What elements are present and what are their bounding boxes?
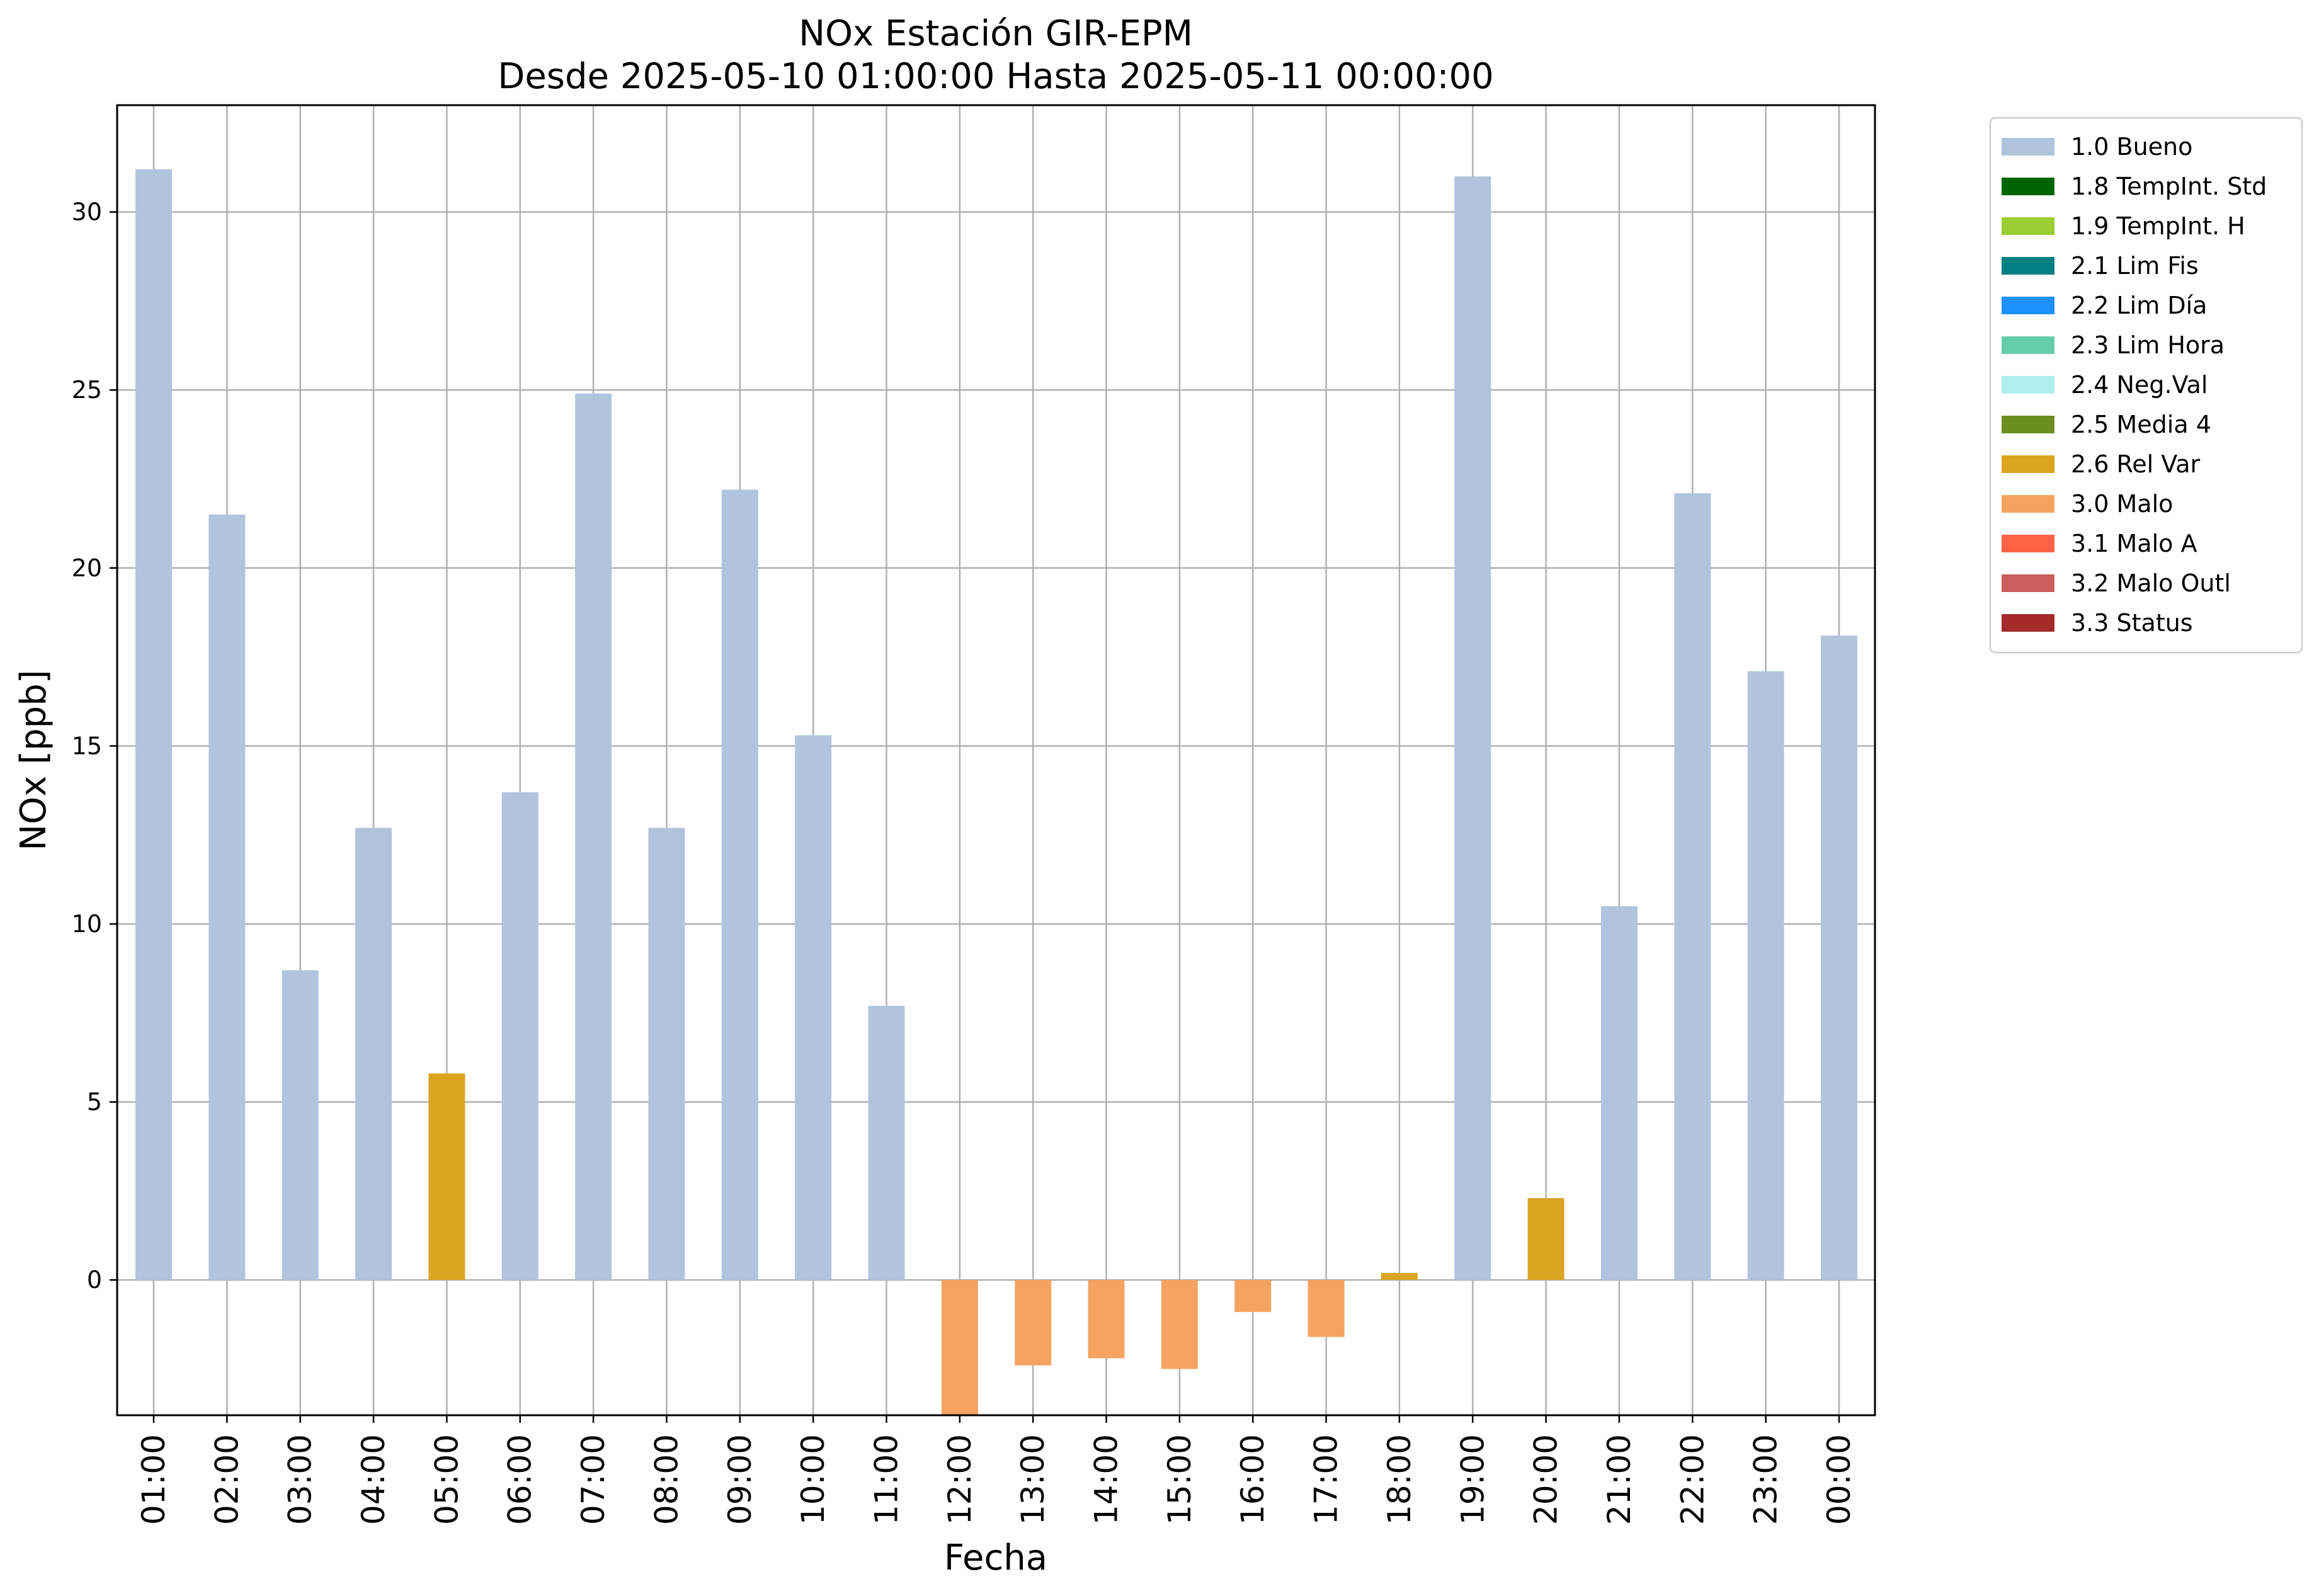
y-tick-label: 15 — [72, 732, 102, 760]
x-tick-label: 06:00 — [502, 1434, 538, 1525]
legend-entry: 1.9 TempInt. H — [2071, 212, 2245, 240]
legend-swatch — [2002, 535, 2054, 552]
legend-swatch — [2002, 416, 2054, 433]
bar-0200 — [208, 515, 246, 1280]
legend-swatch — [2002, 138, 2054, 156]
legend-entry: 2.3 Lim Hora — [2071, 331, 2225, 359]
legend-swatch — [2002, 336, 2054, 354]
x-tick-label: 00:00 — [1821, 1434, 1857, 1525]
x-tick-label: 16:00 — [1234, 1434, 1271, 1525]
legend-entry: 2.4 Neg.Val — [2071, 371, 2208, 399]
legend-swatch — [2002, 217, 2054, 235]
legend-entry: 2.1 Lim Fis — [2071, 252, 2199, 280]
bar-1200 — [941, 1280, 978, 1415]
x-tick-label: 17:00 — [1308, 1434, 1345, 1525]
legend-entry: 1.0 Bueno — [2071, 133, 2192, 161]
bar-2300 — [1747, 671, 1784, 1280]
plot-frame — [116, 104, 1876, 1416]
bar-0100 — [135, 169, 172, 1280]
bar-1100 — [868, 1006, 905, 1280]
legend-entry: 2.6 Rel Var — [2071, 450, 2201, 478]
y-tick-label: 20 — [72, 554, 102, 582]
bar-0700 — [575, 393, 612, 1280]
x-tick-label: 12:00 — [942, 1434, 978, 1525]
y-tick-label: 25 — [72, 376, 102, 404]
x-tick-label: 10:00 — [795, 1434, 831, 1525]
x-tick-label: 20:00 — [1528, 1434, 1564, 1525]
legend-entry: 3.2 Malo Outl — [2071, 569, 2231, 597]
x-tick-label: 01:00 — [135, 1434, 172, 1525]
bar-0400 — [355, 828, 392, 1280]
x-tick-label: 03:00 — [282, 1434, 319, 1525]
bar-0600 — [501, 792, 538, 1280]
bar-1500 — [1161, 1280, 1198, 1369]
legend-swatch — [2002, 495, 2054, 513]
x-tick-label: 23:00 — [1748, 1434, 1784, 1525]
legend-entry: 2.5 Media 4 — [2071, 411, 2211, 438]
x-tick-label: 05:00 — [428, 1434, 465, 1525]
legend-frame — [1989, 117, 2303, 654]
chart-title: NOx Estación GIR-EPM — [799, 13, 1193, 54]
legend-swatch — [2002, 178, 2054, 195]
bar-1400 — [1088, 1280, 1125, 1359]
legend-entry: 1.8 TempInt. Std — [2071, 173, 2267, 200]
legend-swatch — [2002, 257, 2054, 275]
x-tick-label: 04:00 — [355, 1434, 392, 1525]
bar-0500 — [428, 1073, 465, 1280]
y-tick-label: 10 — [72, 910, 102, 938]
x-axis: 01:00 02:00 03:00 04:00 05:00 06:00 07:00 08:00… — [135, 1415, 1857, 1525]
legend-swatch — [2002, 455, 2054, 473]
bar-2200 — [1674, 493, 1711, 1280]
y-tick-label: 5 — [87, 1088, 102, 1116]
bar-0800 — [648, 828, 685, 1280]
bar-2100 — [1600, 906, 1638, 1280]
legend-entry: 3.0 Malo — [2071, 490, 2173, 518]
legend-entry: 2.2 Lim Día — [2071, 292, 2207, 319]
bar-1700 — [1308, 1280, 1345, 1337]
x-tick-label: 07:00 — [575, 1434, 612, 1525]
legend-swatch — [2002, 574, 2054, 592]
bar-2000 — [1527, 1198, 1564, 1280]
legend-entry: 3.3 Status — [2071, 609, 2193, 637]
y-tick-label: 0 — [87, 1266, 102, 1294]
x-tick-label: 08:00 — [648, 1434, 685, 1525]
bar-0300 — [282, 970, 319, 1280]
bar-1600 — [1234, 1280, 1272, 1313]
x-tick-label: 22:00 — [1674, 1434, 1711, 1525]
x-tick-label: 14:00 — [1088, 1434, 1125, 1525]
legend-swatch — [2002, 376, 2054, 394]
y-axis: 0 5 10 15 20 25 30 — [72, 198, 117, 1294]
legend-entry: 3.1 Malo A — [2071, 530, 2197, 557]
bars — [135, 169, 1857, 1415]
bar-0900 — [721, 489, 758, 1280]
x-tick-label: 15:00 — [1161, 1434, 1198, 1525]
bar-0000 — [1821, 636, 1857, 1280]
bar-1300 — [1015, 1280, 1052, 1365]
x-tick-label: 09:00 — [722, 1434, 758, 1525]
bar-1800 — [1381, 1272, 1418, 1280]
x-tick-label: 19:00 — [1454, 1434, 1491, 1525]
x-axis-label: Fecha — [944, 1537, 1047, 1578]
x-tick-label: 11:00 — [868, 1434, 904, 1525]
legend-swatch — [2002, 297, 2054, 314]
bar-1900 — [1454, 176, 1491, 1280]
bar-1000 — [795, 735, 832, 1280]
x-tick-label: 13:00 — [1015, 1434, 1051, 1525]
legend-swatch — [2002, 614, 2054, 632]
y-axis-label: NOx [ppb] — [13, 670, 54, 850]
chart-subtitle: Desde 2025-05-10 01:00:00 Hasta 2025-05-… — [498, 56, 1494, 97]
x-tick-label: 18:00 — [1381, 1434, 1418, 1525]
x-tick-label: 02:00 — [208, 1434, 245, 1525]
y-tick-label: 30 — [72, 198, 102, 226]
legend: 1.0 Bueno 1.8 TempInt. Std 1.9 TempInt. H 2… — [1989, 117, 2303, 654]
x-tick-label: 21:00 — [1601, 1434, 1638, 1525]
